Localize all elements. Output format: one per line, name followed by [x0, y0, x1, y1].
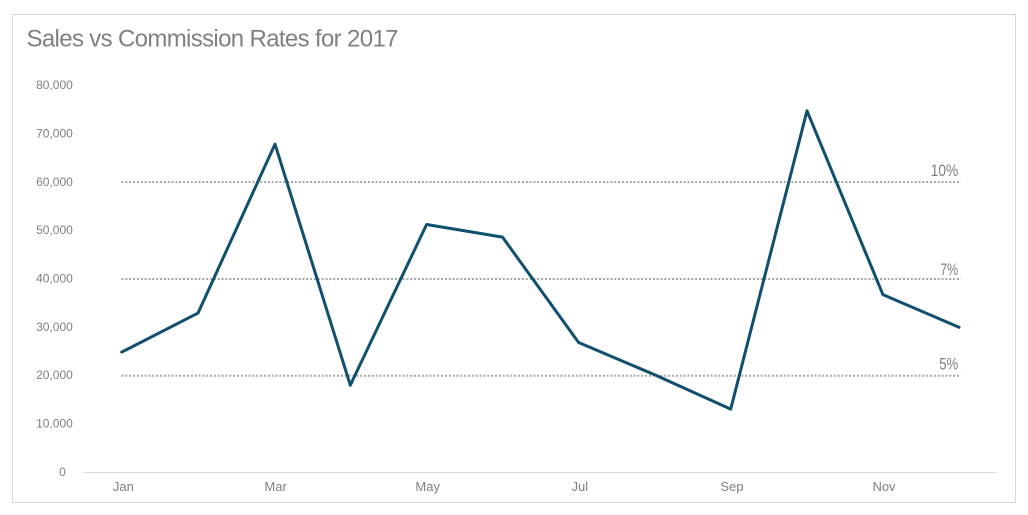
svg-text:20,000: 20,000	[36, 368, 73, 382]
svg-text:Nov: Nov	[872, 479, 896, 494]
svg-text:10%: 10%	[931, 162, 959, 180]
svg-text:0: 0	[59, 465, 66, 479]
svg-text:10,000: 10,000	[36, 417, 73, 431]
svg-text:May: May	[415, 479, 440, 494]
svg-text:5%: 5%	[939, 356, 958, 374]
svg-text:Sales vs Commission Rates for: Sales vs Commission Rates for 2017	[27, 26, 399, 53]
svg-text:Jul: Jul	[571, 479, 588, 494]
svg-text:40,000: 40,000	[36, 272, 73, 286]
svg-text:60,000: 60,000	[36, 175, 73, 189]
svg-text:Sep: Sep	[720, 479, 743, 494]
svg-text:Mar: Mar	[264, 479, 287, 494]
svg-text:7%: 7%	[940, 261, 958, 279]
svg-text:30,000: 30,000	[36, 320, 73, 334]
svg-text:80,000: 80,000	[36, 78, 73, 92]
svg-text:Jan: Jan	[113, 479, 134, 494]
svg-text:50,000: 50,000	[36, 223, 73, 237]
svg-text:70,000: 70,000	[36, 126, 73, 140]
